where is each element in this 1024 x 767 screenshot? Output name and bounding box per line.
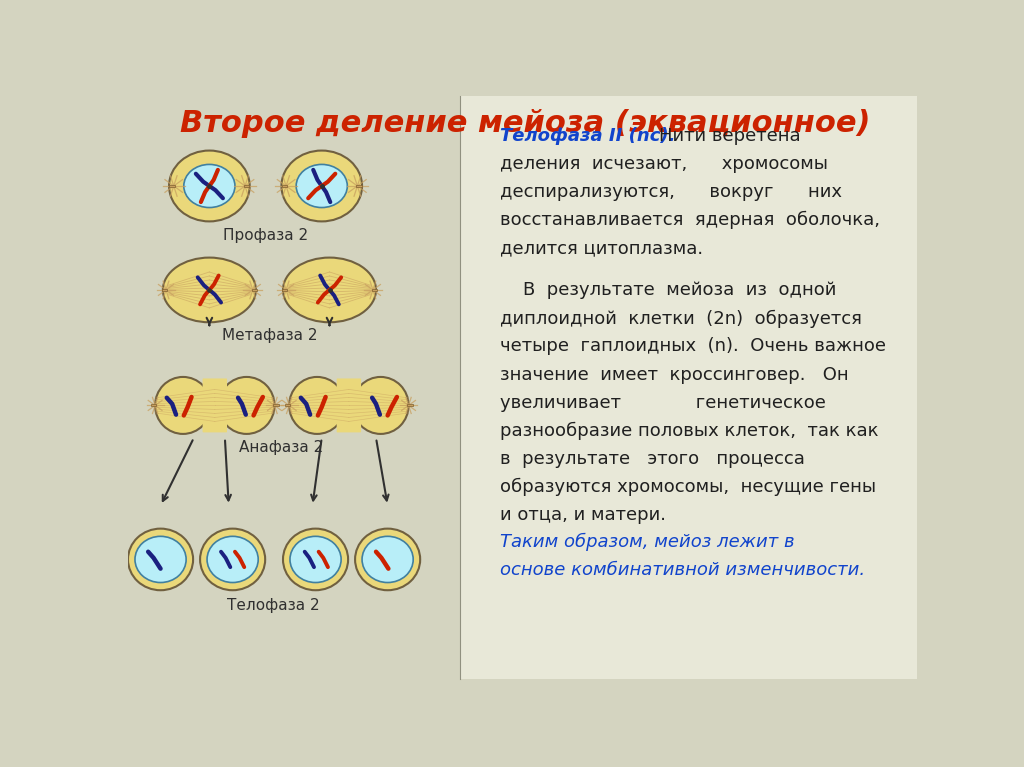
Ellipse shape — [183, 164, 234, 208]
Text: В  результате  мейоза  из  одной: В результате мейоза из одной — [500, 281, 837, 299]
Text: Таким образом, мейоз лежит в: Таким образом, мейоз лежит в — [500, 533, 795, 551]
Ellipse shape — [155, 377, 211, 434]
Text: Нити веретена: Нити веретена — [658, 127, 801, 145]
FancyBboxPatch shape — [203, 378, 227, 433]
Text: деления  исчезают,      хромосомы: деления исчезают, хромосомы — [500, 155, 828, 173]
FancyBboxPatch shape — [337, 378, 361, 433]
Ellipse shape — [355, 528, 420, 591]
Ellipse shape — [218, 377, 274, 434]
Ellipse shape — [289, 377, 345, 434]
Ellipse shape — [283, 258, 376, 322]
Text: в  результате   этого   процесса: в результате этого процесса — [500, 450, 805, 468]
Ellipse shape — [128, 528, 194, 591]
Text: Второе деление мейоза (эквационное): Второе деление мейоза (эквационное) — [179, 109, 870, 138]
Ellipse shape — [282, 150, 362, 222]
Text: разнообразие половых клеток,  так как: разнообразие половых клеток, так как — [500, 422, 879, 440]
Text: Профаза 2: Профаза 2 — [223, 229, 308, 243]
Ellipse shape — [135, 536, 186, 582]
FancyBboxPatch shape — [460, 96, 916, 679]
Ellipse shape — [163, 258, 256, 322]
Bar — [252, 289, 257, 291]
Text: и отца, и матери.: и отца, и матери. — [500, 506, 666, 524]
Bar — [356, 185, 361, 187]
Text: четыре  гаплоидных  (n).  Очень важное: четыре гаплоидных (n). Очень важное — [500, 337, 886, 355]
Text: Телофаза II (nc).: Телофаза II (nc). — [500, 127, 676, 145]
Text: Анафаза 2: Анафаза 2 — [240, 440, 324, 455]
Ellipse shape — [290, 536, 341, 582]
Ellipse shape — [283, 528, 348, 591]
Bar — [273, 404, 279, 407]
Text: восстанавливается  ядерная  оболочка,: восстанавливается ядерная оболочка, — [500, 211, 880, 229]
Bar — [408, 404, 413, 407]
Bar — [162, 289, 167, 291]
Bar — [372, 289, 377, 291]
Ellipse shape — [207, 536, 258, 582]
Ellipse shape — [362, 536, 414, 582]
Bar — [282, 185, 288, 187]
Ellipse shape — [352, 377, 409, 434]
Text: делится цитоплазма.: делится цитоплазма. — [500, 239, 703, 257]
Ellipse shape — [200, 528, 265, 591]
Text: Телофаза 2: Телофаза 2 — [227, 598, 321, 613]
Text: Метафаза 2: Метафаза 2 — [222, 328, 317, 344]
Bar — [244, 185, 249, 187]
Text: деспирализуются,      вокруг      них: деспирализуются, вокруг них — [500, 183, 842, 201]
Ellipse shape — [296, 164, 347, 208]
Bar — [282, 289, 288, 291]
Ellipse shape — [169, 150, 250, 222]
Text: основе комбинативной изменчивости.: основе комбинативной изменчивости. — [500, 561, 865, 579]
Bar — [151, 404, 157, 407]
Text: значение  имеет  кроссинговер.   Он: значение имеет кроссинговер. Он — [500, 366, 849, 384]
Bar — [285, 404, 291, 407]
Text: увеличивает             генетическое: увеличивает генетическое — [500, 393, 826, 412]
Bar — [169, 185, 175, 187]
Text: образуются хромосомы,  несущие гены: образуются хромосомы, несущие гены — [500, 478, 877, 496]
Text: диплоидной  клетки  (2n)  образуется: диплоидной клетки (2n) образуется — [500, 309, 862, 328]
